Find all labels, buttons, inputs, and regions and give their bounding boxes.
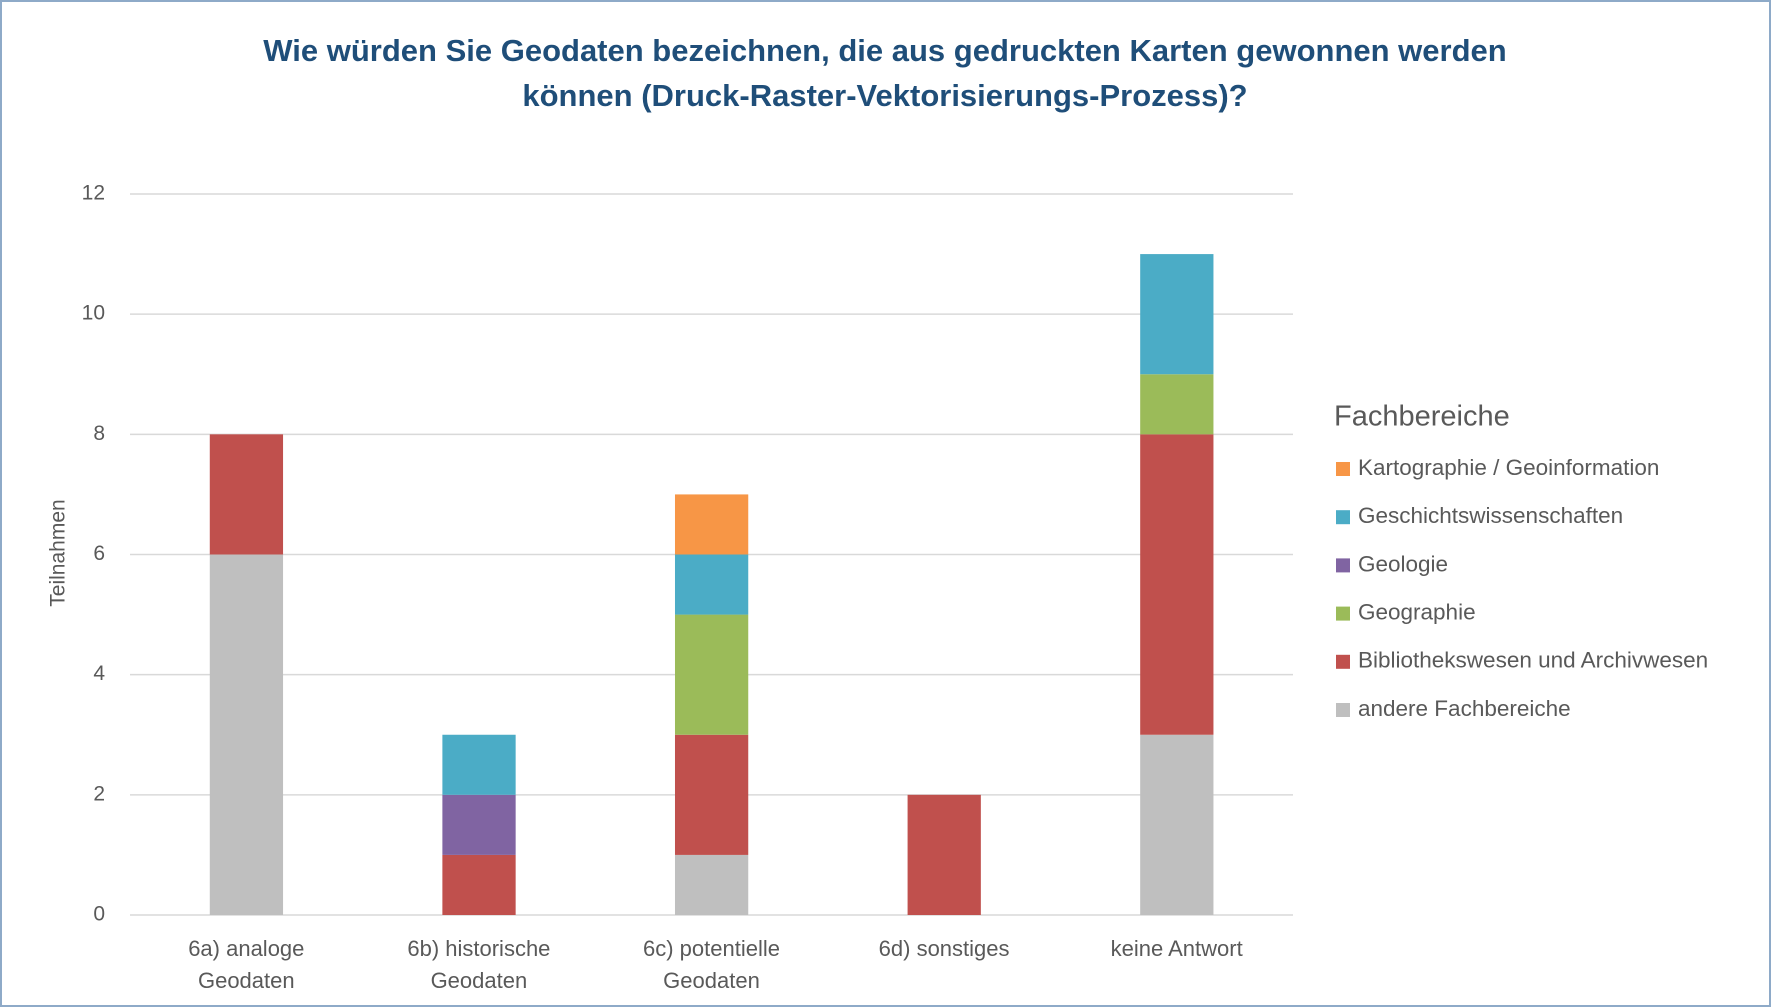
- legend-label: Kartographie / Geoinformation: [1358, 455, 1659, 480]
- legend-label: Geologie: [1358, 551, 1448, 576]
- y-tick-label: 8: [93, 422, 105, 445]
- bar-segment: [674, 854, 749, 915]
- x-tick-label: 6b) historische Geodaten: [407, 936, 551, 993]
- bar-segment: [442, 854, 516, 915]
- legend-swatch: [1336, 703, 1350, 717]
- x-tick-label: 6a) analoge Geodaten: [188, 936, 305, 993]
- legend-label: Geographie: [1358, 600, 1476, 625]
- y-tick-label: 4: [93, 662, 105, 685]
- bar-segment: [209, 554, 284, 915]
- bar-segment: [1140, 434, 1214, 735]
- legend-swatch: [1336, 558, 1350, 573]
- legend-swatch: [1336, 654, 1350, 669]
- y-tick-label: 12: [82, 182, 105, 205]
- y-axis-label: Teilnahmen: [47, 499, 70, 606]
- chart-title: Wie würden Sie Geodaten bezeichnen, die …: [263, 33, 1507, 113]
- bar-segment: [209, 434, 284, 555]
- legend-swatch: [1336, 510, 1350, 525]
- bar-segment: [674, 554, 749, 615]
- x-tick-label: keine Antwort: [1110, 936, 1243, 961]
- bar-segment: [442, 734, 516, 795]
- y-tick-label: 6: [93, 542, 105, 565]
- bar-segment: [674, 494, 749, 555]
- bar-segment: [674, 734, 749, 855]
- legend-swatch: [1336, 462, 1350, 476]
- legend-label: andere Fachbereiche: [1358, 696, 1571, 721]
- legend-label: Bibliothekswesen und Archivwesen: [1358, 648, 1708, 673]
- bar-segment: [1140, 734, 1214, 915]
- legend-swatch: [1336, 606, 1350, 621]
- bar-segment: [442, 794, 516, 855]
- bar-segment: [1140, 254, 1214, 375]
- bar-segment: [907, 794, 981, 915]
- x-tick-label: 6d) sonstiges: [878, 936, 1010, 961]
- bar-segment: [1140, 374, 1214, 435]
- legend-title: Fachbereiche: [1334, 401, 1510, 433]
- y-tick-label: 0: [93, 903, 105, 926]
- bar-segment: [674, 614, 749, 735]
- y-tick-label: 10: [82, 302, 105, 325]
- legend-label: Geschichtswissenschaften: [1358, 503, 1623, 528]
- y-tick-label: 2: [93, 782, 105, 805]
- x-tick-label: 6c) potentielle Geodaten: [643, 936, 780, 993]
